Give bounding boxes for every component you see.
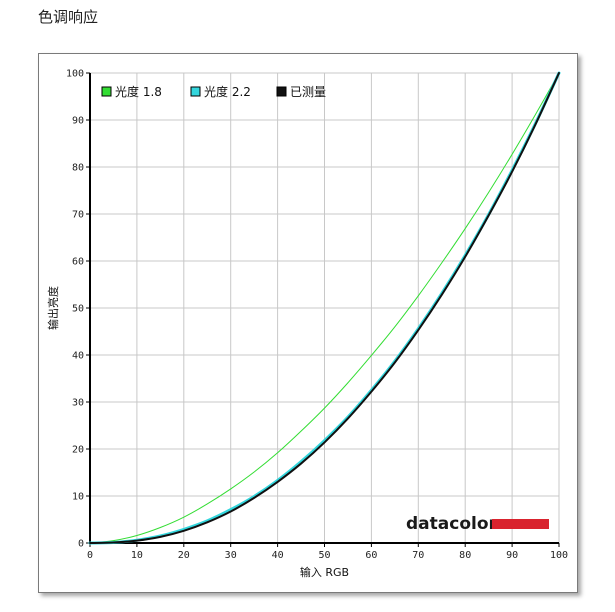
y-tick-label: 10 [72,492,84,503]
x-tick-label: 10 [131,550,143,561]
legend-item-measured-label: 已测量 [290,85,326,99]
x-tick-label: 30 [225,550,237,561]
x-tick-label: 100 [550,550,568,561]
y-tick-label: 50 [72,304,84,315]
y-tick-label: 0 [78,539,84,550]
y-tick-label: 40 [72,351,84,362]
x-tick-label: 50 [318,550,330,561]
datacolor-logo-text: datacolor [406,514,498,534]
y-tick-label: 90 [72,116,84,127]
legend-item-gamma-2-2-swatch [190,86,201,97]
series-line-gamma-1-8 [89,72,560,544]
legend-item-gamma-1-8-label: 光度 1.8 [115,84,162,99]
x-axis-title: 输入 RGB [300,565,349,579]
x-tick-label: 20 [178,550,190,561]
chart-frame: 0 10 20 30 40 50 60 70 80 90 100 0 10 20 30 40 50 60 70 80 9… [38,53,578,593]
x-tick-label: 90 [506,550,518,561]
tone-response-chart: 0 10 20 30 40 50 60 70 80 90 100 0 10 20 30 40 50 60 70 80 9… [46,69,568,580]
y-axis-title: 输出亮度 [46,286,60,330]
x-tick-label: 80 [459,550,471,561]
x-tick-label: 40 [272,550,284,561]
y-tick-label: 30 [72,398,84,409]
y-tick-label: 70 [72,210,84,221]
legend-item-gamma-1-8-swatch [101,86,112,97]
x-tick-label: 0 [87,550,93,561]
series-line-measured [89,72,560,544]
legend-item-measured-swatch [276,86,287,97]
datacolor-logo-bar [492,519,549,529]
y-tick-label: 20 [72,445,84,456]
x-tick-label: 70 [412,550,424,561]
y-tick-label: 80 [72,163,84,174]
y-tick-label: 60 [72,257,84,268]
y-tick-label: 100 [66,69,84,80]
page-title: 色调响应 [38,8,99,26]
x-tick-label: 60 [365,550,377,561]
legend-item-gamma-2-2-label: 光度 2.2 [204,84,251,99]
